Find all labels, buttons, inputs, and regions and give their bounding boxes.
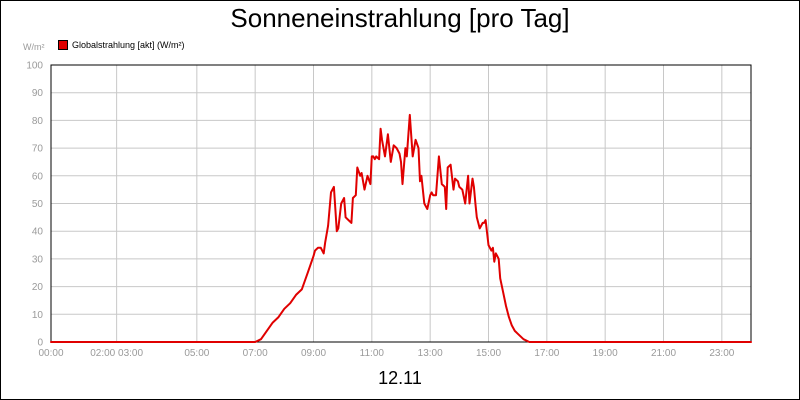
chart-title: Sonneneinstrahlung [pro Tag] bbox=[230, 3, 570, 33]
x-tick-label: 09:00 bbox=[301, 348, 326, 359]
plot-border bbox=[50, 64, 752, 343]
y-tick-label: 0 bbox=[37, 338, 43, 349]
y-tick-label: 50 bbox=[32, 199, 44, 210]
y-tick-label: 10 bbox=[32, 310, 44, 321]
y-axis-unit: W/m² bbox=[23, 42, 45, 52]
x-tick-label: 11:00 bbox=[360, 348, 385, 359]
x-tick-label: 17:00 bbox=[534, 348, 559, 359]
legend-label: Globalstrahlung [akt] (W/m²) bbox=[72, 40, 185, 50]
y-tick-label: 100 bbox=[26, 61, 43, 72]
x-tick-label: 00:00 bbox=[38, 348, 63, 359]
x-tick-label: 19:00 bbox=[593, 348, 618, 359]
y-tick-label: 90 bbox=[32, 88, 44, 99]
y-tick-label: 20 bbox=[32, 282, 44, 293]
x-tick-label: 15:00 bbox=[476, 348, 501, 359]
legend: Globalstrahlung [akt] (W/m²) bbox=[58, 39, 185, 51]
y-tick-label: 60 bbox=[32, 171, 44, 182]
y-tick-label: 80 bbox=[32, 116, 44, 127]
x-tick-label: 21:00 bbox=[651, 348, 676, 359]
x-tick-label: 02:00 03:00 bbox=[90, 348, 143, 359]
x-tick-label: 05:00 bbox=[184, 348, 209, 359]
legend-swatch bbox=[58, 40, 68, 50]
y-tick-label: 30 bbox=[32, 254, 44, 265]
x-tick-label: 13:00 bbox=[418, 348, 443, 359]
x-tick-label: 07:00 bbox=[243, 348, 268, 359]
x-tick-label: 23:00 bbox=[709, 348, 734, 359]
series-line bbox=[50, 113, 752, 343]
y-tick-label: 70 bbox=[32, 144, 44, 155]
date-label: 12.11 bbox=[378, 368, 422, 388]
y-tick-label: 40 bbox=[32, 227, 44, 238]
